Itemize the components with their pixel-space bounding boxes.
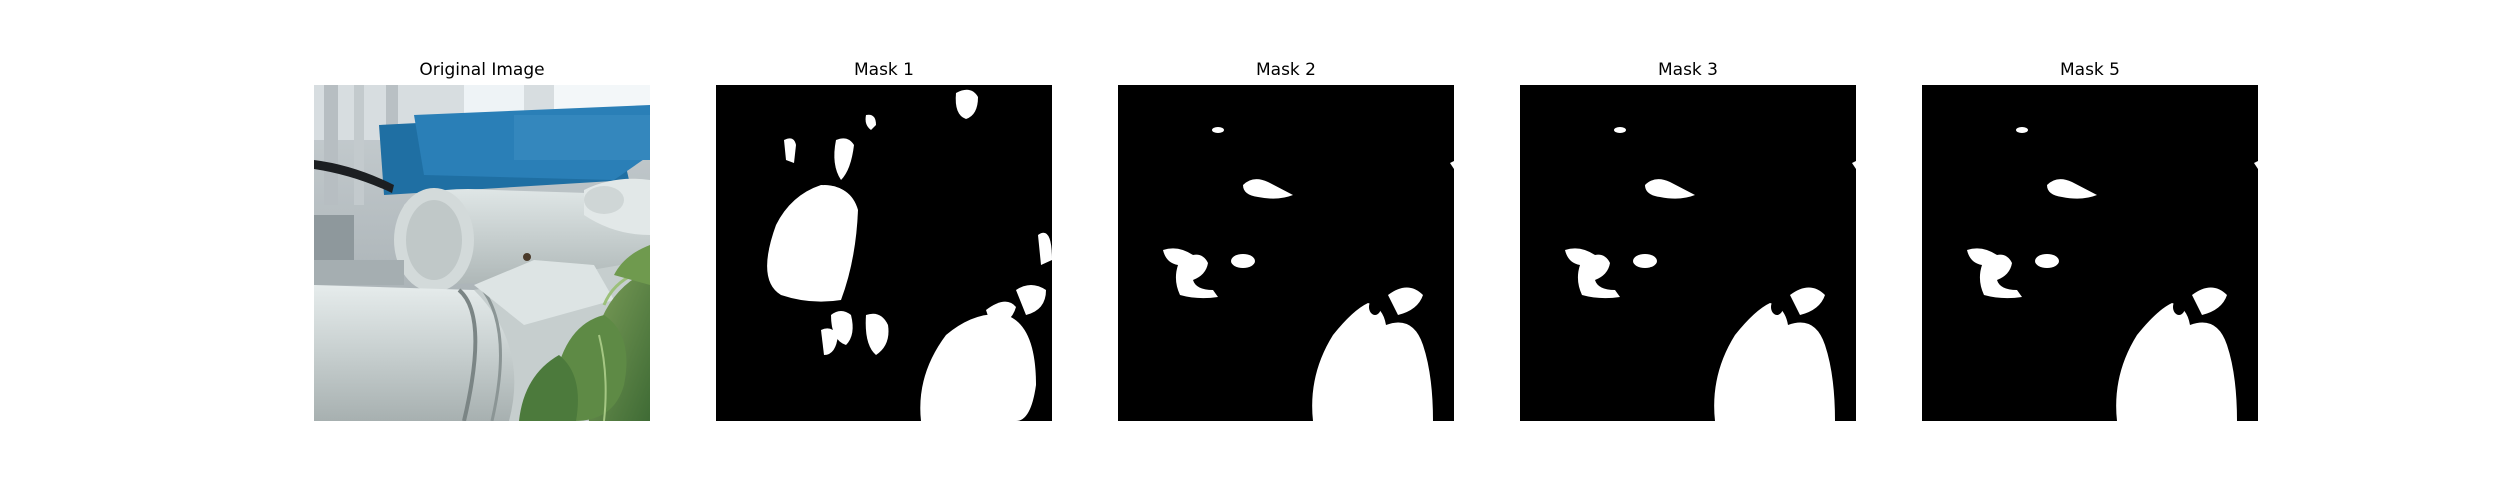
- panel-mask-2: Mask 2: [1118, 0, 1454, 500]
- panel-title: Mask 2: [1255, 60, 1316, 80]
- panel-title: Mask 3: [1657, 60, 1718, 80]
- panel-mask-5: Mask 5: [1922, 0, 2258, 500]
- panel-mask-1: Mask 1: [716, 0, 1052, 500]
- panel-title: Mask 5: [2059, 60, 2120, 80]
- panel-title: Mask 1: [853, 60, 914, 80]
- panel-title: Original Image: [419, 60, 545, 80]
- panel-original-image: Original Image: [314, 0, 650, 500]
- mask-image: [716, 85, 1052, 421]
- original-photo: [314, 85, 650, 421]
- mask-image: [1520, 85, 1856, 421]
- mask-image: [1118, 85, 1454, 421]
- mask-image: [1922, 85, 2258, 421]
- panel-mask-3: Mask 3: [1520, 0, 1856, 500]
